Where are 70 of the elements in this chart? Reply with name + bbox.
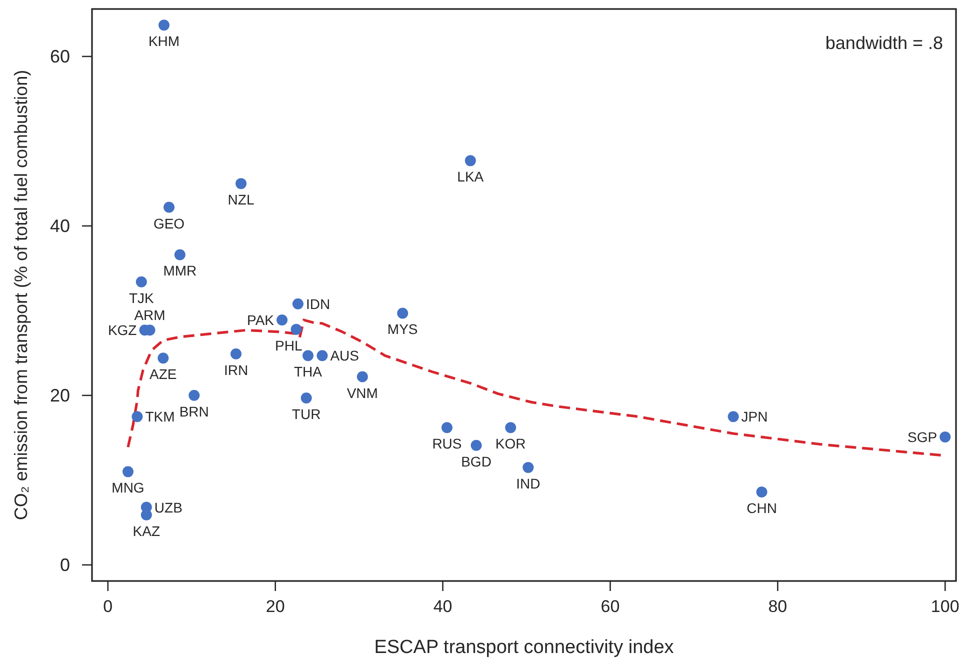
point	[230, 348, 242, 360]
point	[188, 390, 200, 401]
x-tick-label: 80	[768, 597, 788, 616]
point	[441, 422, 452, 434]
data-label: RUS	[432, 436, 462, 452]
point	[290, 324, 302, 335]
point	[174, 249, 186, 260]
point	[164, 202, 175, 213]
data-label: BGD	[461, 453, 492, 470]
y-tick-label: 0	[60, 554, 70, 575]
point	[276, 314, 288, 326]
y-axis-title: CO₂ emission from transport (% of total fuel combustion)	[11, 70, 31, 520]
data-label: TKM	[145, 408, 175, 425]
data-label: GEO	[153, 215, 185, 232]
point	[140, 502, 152, 513]
point	[292, 298, 304, 310]
point	[522, 462, 534, 473]
point	[122, 466, 134, 478]
point	[236, 178, 247, 190]
point	[158, 20, 170, 31]
x-tick-label: 0	[103, 597, 113, 616]
data-label: IRN	[224, 362, 248, 378]
y-tick-label: 20	[50, 385, 70, 406]
point	[302, 350, 314, 362]
data-label: BRN	[179, 403, 209, 420]
point	[132, 411, 143, 422]
point	[756, 486, 768, 498]
data-label: JPN	[741, 408, 768, 425]
data-label: PAK	[247, 312, 275, 328]
data-label: MYS	[387, 321, 418, 338]
data-label: TUR	[292, 406, 321, 422]
point	[505, 422, 516, 434]
data-label: SGP	[908, 428, 938, 445]
x-tick-label: 60	[600, 597, 620, 616]
data-label: MNG	[112, 480, 144, 496]
x-axis-title: ESCAP transport connectivity index	[374, 637, 674, 658]
y-tick-label: 60	[50, 46, 70, 66]
point	[940, 431, 951, 442]
data-label: UZB	[154, 499, 182, 516]
point	[470, 440, 482, 451]
x-tick-label: 100	[930, 597, 960, 616]
data-label: IDN	[306, 296, 330, 312]
point	[728, 411, 739, 422]
x-tick-label: 20	[266, 597, 285, 616]
point	[316, 350, 328, 362]
point	[300, 392, 312, 404]
data-label: KGZ	[108, 322, 138, 338]
x-tick-label: 40	[433, 597, 452, 616]
data-label: AUS	[330, 348, 360, 364]
point	[464, 155, 476, 166]
point	[158, 352, 169, 364]
data-label: KOR	[495, 436, 526, 452]
annotation: bandwidth = .8	[825, 33, 943, 53]
data-label: TJK	[128, 290, 154, 306]
data-label: NZL	[228, 192, 254, 208]
point	[356, 371, 368, 382]
data-label: THA	[294, 364, 323, 380]
data-label: KAZ	[132, 522, 160, 539]
data-label: KHM	[148, 33, 180, 50]
data-label: PHL	[275, 337, 302, 354]
data-label: CHN	[746, 500, 777, 516]
data-label: IND	[516, 475, 540, 492]
point	[397, 308, 408, 319]
y-tick-label: 40	[50, 216, 70, 236]
data-label: VNM	[346, 384, 378, 401]
point	[136, 276, 147, 288]
data-label: LKA	[457, 168, 484, 185]
data-label: MMR	[163, 262, 197, 279]
data-label: ARM	[134, 307, 166, 324]
data-label: AZE	[150, 366, 177, 382]
